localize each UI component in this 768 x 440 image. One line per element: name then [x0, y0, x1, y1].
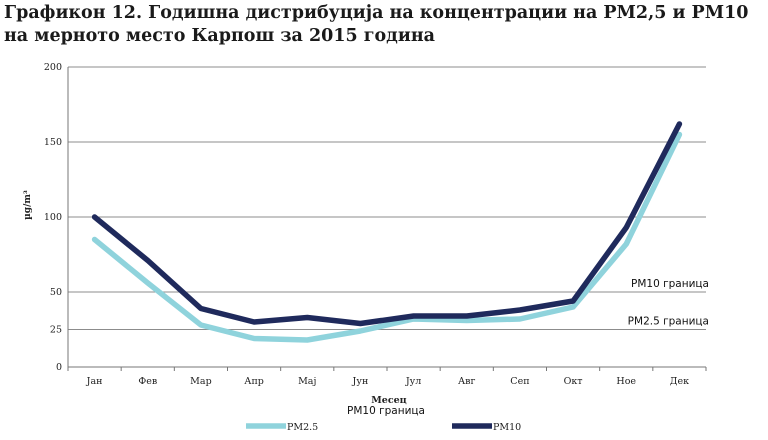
y-axis-title: µg/m³ — [23, 190, 33, 220]
x-tick-label: Мар — [190, 376, 211, 387]
y-tick-label: 0 — [56, 362, 62, 373]
reference-line-label: PM2.5 граница — [628, 316, 709, 328]
x-axis-title: Месец — [371, 395, 406, 406]
legend-label: PM2.5 — [287, 422, 318, 433]
x-tick-label: Фев — [138, 376, 157, 387]
x-tick-label: Апр — [244, 376, 264, 387]
y-tick-label: 100 — [44, 212, 62, 223]
x-tick-label: Јан — [86, 376, 103, 387]
series-line-pm10 — [91, 121, 683, 327]
x-tick-label: Окт — [564, 376, 583, 387]
y-tick-label: 150 — [44, 137, 62, 148]
reference-line-label: PM10 граница — [631, 278, 709, 290]
x-tick-label: Мај — [298, 376, 316, 387]
y-tick-label: 25 — [50, 325, 62, 336]
y-tick-label: 50 — [50, 287, 62, 298]
x-tick-label: Сеп — [510, 376, 529, 387]
legend-title: PM10 граница — [347, 405, 425, 417]
legend-label: PM10 — [493, 422, 521, 433]
series-lines — [91, 121, 683, 343]
chart-title: Графикон 12. Годишна дистрибуција на кон… — [4, 3, 749, 46]
x-tick-label: Дек — [670, 376, 689, 387]
x-tick-label: Ное — [616, 376, 636, 387]
x-tick-label: Јун — [352, 376, 369, 387]
x-tick-label: Јул — [405, 376, 421, 387]
axes: 0 25 50 100 150 200 Јан Фев Мар Апр Мај Јун Јул Авг Се… — [23, 62, 707, 406]
legend: PM10 граница PM2.5 PM10 — [246, 405, 521, 433]
x-tick-label: Авг — [458, 376, 476, 387]
gridlines — [68, 66, 706, 330]
series-line-pm25 — [91, 131, 683, 343]
y-tick-label: 200 — [44, 62, 62, 73]
reference-lines: PM10 граница PM2.5 граница — [68, 278, 709, 330]
